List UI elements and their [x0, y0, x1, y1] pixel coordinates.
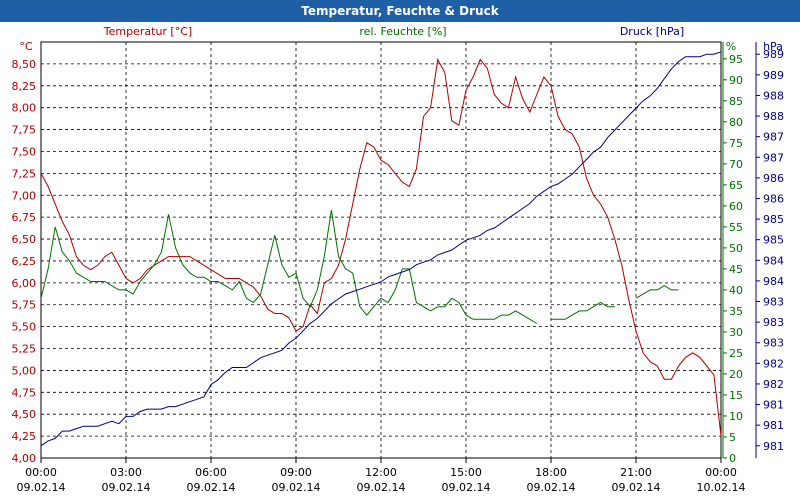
x-tick-label-date: 09.02.14	[612, 481, 661, 494]
y-tick-label-humidity: 55	[729, 221, 743, 234]
y-tick-label-temperature: 4,00	[12, 452, 37, 465]
y-tick-label-humidity: 75	[729, 137, 743, 150]
y-tick-label-humidity: 30	[729, 326, 743, 339]
legend-label: Temperatur [°C]	[103, 25, 192, 38]
y-tick-label-pressure: 984	[763, 275, 784, 288]
x-tick-label-date: 09.02.14	[102, 481, 151, 494]
y-tick-label-humidity: 45	[729, 263, 743, 276]
x-tick-label-date: 09.02.14	[357, 481, 406, 494]
y-tick-label-pressure: 982	[763, 357, 784, 370]
legend-label: Druck [hPa]	[620, 25, 684, 38]
y-tick-label-pressure: 981	[763, 440, 784, 453]
y-tick-label-humidity: 85	[729, 95, 743, 108]
x-tick-label-date: 09.02.14	[17, 481, 66, 494]
y-tick-label-pressure: 982	[763, 378, 784, 391]
chart-title: Temperatur, Feuchte & Druck	[0, 0, 800, 22]
y-tick-label-humidity: 5	[729, 431, 736, 444]
y-tick-label-temperature: 4,50	[12, 408, 37, 421]
y-tick-label-temperature: 6,50	[12, 233, 37, 246]
legend-label: rel. Feuchte [%]	[359, 25, 446, 38]
y-tick-label-humidity: 65	[729, 179, 743, 192]
y-tick-label-pressure: 989	[763, 69, 784, 82]
y-tick-label-humidity: 90	[729, 74, 743, 87]
y-tick-label-humidity: 95	[729, 53, 743, 66]
y-axis-unit-pressure: hPa	[763, 40, 783, 53]
y-tick-label-temperature: 8,50	[12, 58, 37, 71]
y-tick-label-pressure: 987	[763, 151, 784, 164]
y-tick-label-humidity: 60	[729, 200, 743, 213]
y-tick-label-pressure: 983	[763, 337, 784, 350]
y-tick-label-humidity: 80	[729, 116, 743, 129]
y-tick-label-pressure: 981	[763, 399, 784, 412]
y-tick-label-temperature: 7,50	[12, 145, 37, 158]
x-tick-label-time: 09:00	[280, 466, 312, 479]
x-tick-label-time: 18:00	[535, 466, 567, 479]
y-tick-label-temperature: 4,75	[12, 386, 37, 399]
y-tick-label-pressure: 981	[763, 419, 784, 432]
y-tick-label-pressure: 984	[763, 254, 784, 267]
x-tick-label-date: 10.02.14	[697, 481, 746, 494]
y-tick-label-temperature: 5,25	[12, 343, 37, 356]
chart-area: 00:00 09.02.14 03:00 09.02.14 06:00 09.02.14 0…	[0, 22, 800, 500]
y-tick-label-pressure: 983	[763, 316, 784, 329]
y-axis-unit-humidity: %	[726, 40, 736, 53]
y-tick-label-temperature: 6,75	[12, 211, 37, 224]
y-tick-label-pressure: 986	[763, 172, 784, 185]
x-tick-label-time: 06:00	[195, 466, 227, 479]
y-tick-label-pressure: 985	[763, 213, 784, 226]
series-line-pressure	[40, 51, 722, 447]
y-tick-label-humidity: 10	[729, 410, 743, 423]
y-tick-label-humidity: 15	[729, 389, 743, 402]
x-tick-label-time: 00:00	[25, 466, 57, 479]
x-tick-label-time: 12:00	[365, 466, 397, 479]
x-tick-label-time: 03:00	[110, 466, 142, 479]
chart-svg: 00:00 09.02.14 03:00 09.02.14 06:00 09.02.14 0…	[12, 25, 785, 494]
x-tick-label-time: 00:00	[705, 466, 737, 479]
y-tick-label-temperature: 5,00	[12, 364, 37, 377]
y-tick-label-humidity: 70	[729, 158, 743, 171]
y-tick-label-pressure: 988	[763, 89, 784, 102]
y-tick-label-pressure: 987	[763, 131, 784, 144]
y-tick-label-humidity: 35	[729, 305, 743, 318]
series-line-humidity	[551, 301, 615, 320]
series-line-humidity	[40, 210, 538, 324]
y-tick-label-humidity: 40	[729, 284, 743, 297]
y-tick-label-pressure: 985	[763, 234, 784, 247]
x-tick-label-date: 09.02.14	[442, 481, 491, 494]
y-tick-label-humidity: 50	[729, 242, 743, 255]
y-tick-label-temperature: 7,00	[12, 189, 37, 202]
x-tick-label-time: 15:00	[450, 466, 482, 479]
y-tick-label-humidity: 20	[729, 368, 743, 381]
y-tick-label-temperature: 8,00	[12, 102, 37, 115]
y-tick-label-temperature: 7,25	[12, 167, 37, 180]
y-axis-unit-temperature: °C	[19, 40, 33, 53]
plot-frame	[40, 41, 722, 459]
x-tick-label-date: 09.02.14	[272, 481, 321, 494]
y-tick-label-pressure: 989	[763, 48, 784, 61]
y-tick-label-humidity: 25	[729, 347, 743, 360]
y-tick-label-pressure: 983	[763, 296, 784, 309]
y-tick-label-temperature: 5,75	[12, 299, 37, 312]
x-tick-label-date: 09.02.14	[187, 481, 236, 494]
y-tick-label-temperature: 6,25	[12, 255, 37, 268]
series-line-humidity	[635, 285, 679, 299]
y-tick-label-temperature: 8,25	[12, 80, 37, 93]
x-tick-label-date: 09.02.14	[527, 481, 576, 494]
y-tick-label-temperature: 7,75	[12, 124, 37, 137]
y-tick-label-temperature: 4,25	[12, 430, 37, 443]
y-tick-label-pressure: 988	[763, 110, 784, 123]
y-tick-label-temperature: 5,50	[12, 321, 37, 334]
x-tick-label-time: 21:00	[620, 466, 652, 479]
y-tick-label-temperature: 6,00	[12, 277, 37, 290]
y-tick-label-pressure: 986	[763, 192, 784, 205]
y-tick-label-humidity: 0	[729, 452, 736, 465]
